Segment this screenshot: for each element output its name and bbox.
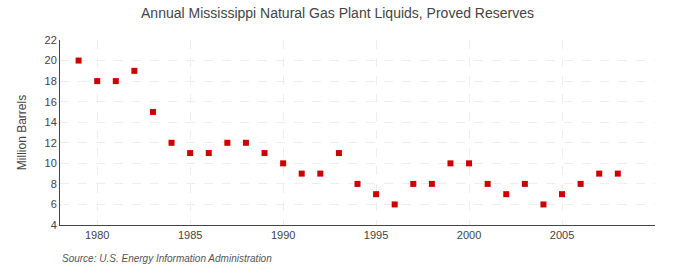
svg-text:16: 16 xyxy=(45,96,57,108)
svg-text:20: 20 xyxy=(45,54,57,66)
svg-text:10: 10 xyxy=(45,157,57,169)
svg-text:1995: 1995 xyxy=(364,229,388,241)
svg-text:1980: 1980 xyxy=(85,229,109,241)
svg-text:2000: 2000 xyxy=(457,229,481,241)
svg-text:18: 18 xyxy=(45,75,57,87)
svg-text:14: 14 xyxy=(45,116,57,128)
svg-text:1990: 1990 xyxy=(271,229,295,241)
svg-text:12: 12 xyxy=(45,137,57,149)
svg-text:22: 22 xyxy=(45,34,57,46)
svg-text:6: 6 xyxy=(51,198,57,210)
svg-text:Annual Mississippi Natural Gas: Annual Mississippi Natural Gas Plant Liq… xyxy=(141,5,534,21)
svg-text:Million Barrels: Million Barrels xyxy=(15,95,29,170)
svg-text:1985: 1985 xyxy=(178,229,202,241)
svg-text:2005: 2005 xyxy=(550,229,574,241)
svg-text:Source: U.S. Energy Informatio: Source: U.S. Energy Information Administ… xyxy=(62,253,272,264)
svg-text:4: 4 xyxy=(51,219,57,231)
svg-text:8: 8 xyxy=(51,178,57,190)
